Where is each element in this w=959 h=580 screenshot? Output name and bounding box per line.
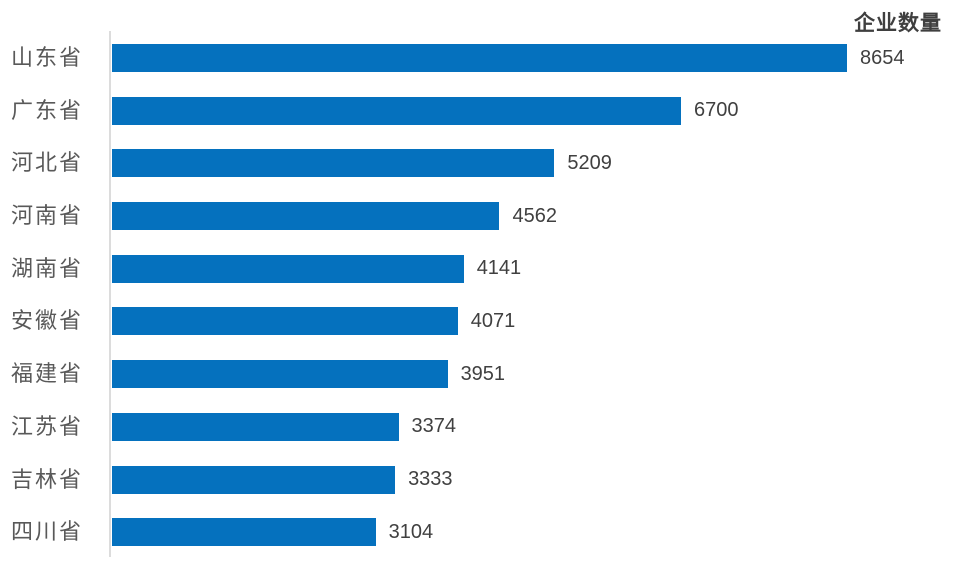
value-label: 3333 bbox=[408, 468, 453, 490]
bar-row: 四川省 3104 bbox=[0, 518, 905, 547]
bar bbox=[112, 254, 464, 283]
bar bbox=[112, 360, 448, 389]
value-label: 4071 bbox=[470, 309, 516, 332]
chart-title: 企业数量 bbox=[854, 12, 942, 35]
category-label: 福建省 bbox=[11, 361, 84, 387]
category-label: 江苏省 bbox=[11, 413, 84, 439]
bar-row: 福建省 3951 bbox=[0, 360, 905, 389]
category-label: 河北省 bbox=[11, 150, 84, 176]
y-axis-line bbox=[109, 31, 111, 557]
bar bbox=[112, 307, 458, 336]
bar bbox=[112, 202, 500, 231]
bar bbox=[112, 412, 399, 441]
category-label: 安徽省 bbox=[11, 308, 84, 334]
bar-row: 吉林省 3333 bbox=[0, 465, 905, 494]
bar-row: 河北省 5209 bbox=[0, 149, 905, 178]
category-label: 四川省 bbox=[11, 519, 84, 545]
value-label: 4562 bbox=[512, 204, 557, 227]
value-label: 3951 bbox=[460, 362, 506, 385]
bar bbox=[112, 149, 555, 178]
category-label: 广东省 bbox=[11, 97, 84, 123]
category-label: 河南省 bbox=[11, 203, 84, 229]
value-label: 3104 bbox=[388, 520, 434, 543]
bar-row: 安徽省 4071 bbox=[0, 307, 905, 336]
category-label: 吉林省 bbox=[11, 466, 84, 492]
bar bbox=[112, 465, 396, 494]
category-label: 山东省 bbox=[11, 45, 84, 70]
bar-row: 山东省 8654 bbox=[0, 44, 905, 72]
category-label: 湖南省 bbox=[11, 255, 84, 281]
value-label: 5209 bbox=[567, 151, 612, 174]
bar-row: 湖南省 4141 bbox=[0, 254, 905, 283]
bar-row: 河南省 4562 bbox=[0, 202, 905, 231]
value-label: 4141 bbox=[476, 257, 522, 280]
bar bbox=[112, 44, 847, 72]
value-label: 8654 bbox=[860, 46, 905, 69]
bar-row: 江苏省 3374 bbox=[0, 412, 905, 441]
value-label: 6700 bbox=[694, 99, 739, 122]
bar-rows: 山东省 8654 广东省 6700 河北省 5209 河南省 4562 湖南省 4141 安徽省 40… bbox=[0, 44, 905, 547]
value-label: 3374 bbox=[411, 415, 457, 438]
bar-row: 广东省 6700 bbox=[0, 96, 905, 125]
bar bbox=[112, 518, 376, 547]
bar bbox=[112, 96, 682, 125]
